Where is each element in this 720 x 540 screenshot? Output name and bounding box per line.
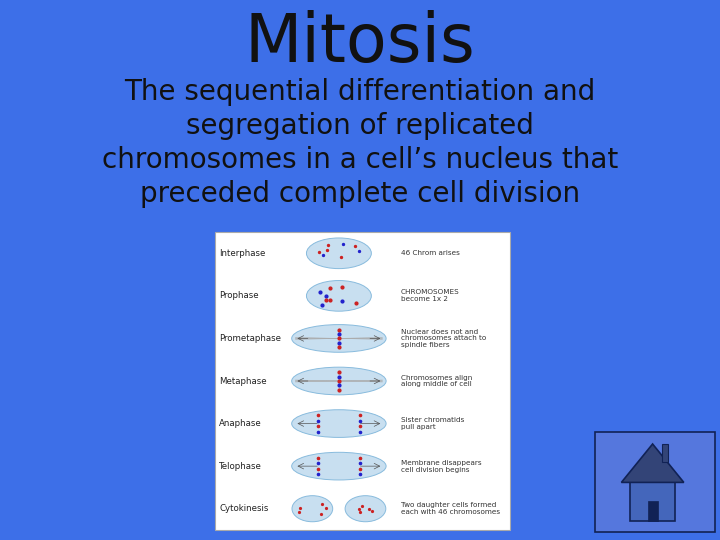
Text: Two daughter cells formed
each with 46 chromosomes: Two daughter cells formed each with 46 c… [401, 502, 500, 515]
Ellipse shape [292, 453, 386, 480]
Ellipse shape [307, 238, 372, 268]
Text: Nuclear does not and
chromosomes attach to
spindle fibers: Nuclear does not and chromosomes attach … [401, 329, 486, 348]
Text: segregation of replicated: segregation of replicated [186, 112, 534, 140]
Bar [630, 482, 675, 521]
Text: Prophase: Prophase [219, 292, 258, 300]
Text: Interphase: Interphase [219, 249, 266, 258]
Text: CHROMOSOMES
become 1x 2: CHROMOSOMES become 1x 2 [401, 289, 459, 302]
Bar [648, 501, 657, 521]
Ellipse shape [292, 325, 386, 352]
Polygon shape [621, 444, 684, 482]
Text: Membrane disappears
cell division begins: Membrane disappears cell division begins [401, 460, 482, 472]
Bar [595, 432, 715, 532]
Ellipse shape [292, 367, 386, 395]
Text: 46 Chrom arises: 46 Chrom arises [401, 250, 460, 256]
Bar [215, 232, 510, 530]
Text: chromosomes in a cell’s nucleus that: chromosomes in a cell’s nucleus that [102, 146, 618, 174]
Text: Mitosis: Mitosis [245, 10, 475, 76]
Text: Anaphase: Anaphase [219, 419, 262, 428]
Text: The sequential differentiation and: The sequential differentiation and [125, 78, 595, 106]
Text: preceded complete cell division: preceded complete cell division [140, 180, 580, 208]
Text: Metaphase: Metaphase [219, 376, 266, 386]
Text: Sister chromatids
pull apart: Sister chromatids pull apart [401, 417, 464, 430]
Ellipse shape [292, 410, 386, 437]
Text: Telophase: Telophase [219, 462, 262, 471]
Bar [662, 444, 668, 462]
Ellipse shape [345, 496, 386, 522]
Text: Cytokinesis: Cytokinesis [219, 504, 269, 513]
Text: Prometaphase: Prometaphase [219, 334, 281, 343]
Ellipse shape [292, 496, 333, 522]
Ellipse shape [307, 281, 372, 311]
Text: Chromosomes align
along middle of cell: Chromosomes align along middle of cell [401, 375, 472, 387]
